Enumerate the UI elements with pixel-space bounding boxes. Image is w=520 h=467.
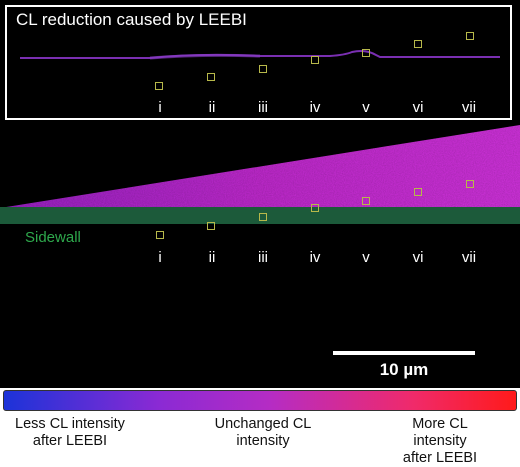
inset-label-i: i	[158, 99, 162, 116]
main-label-iii: iii	[258, 249, 268, 266]
intensity-colorbar	[3, 390, 517, 411]
main-label-iv: iv	[309, 249, 321, 266]
inset-marker-ii	[207, 73, 215, 81]
main-marker-iv	[311, 204, 319, 212]
inset-marker-i	[155, 82, 163, 90]
inset-label-iv: iv	[309, 99, 321, 116]
inset-frame: CL reduction caused by LEEBI	[5, 5, 512, 120]
micrograph-layers	[0, 50, 520, 224]
cl-wedge-texture	[0, 125, 520, 209]
inset-label-vii: vii	[461, 99, 477, 116]
main-label-vii: vii	[461, 249, 477, 266]
main-label-ii: ii	[208, 249, 216, 266]
inset-label-v: v	[362, 99, 370, 116]
inset-marker-v	[362, 49, 370, 57]
inset-marker-vi	[414, 40, 422, 48]
inset-label-iii: iii	[258, 99, 268, 116]
inset-marker-iv	[311, 56, 319, 64]
main-label-vi: vi	[412, 249, 424, 266]
main-marker-ii	[207, 222, 215, 230]
main-marker-vii	[466, 180, 474, 188]
sidewall-band	[0, 207, 520, 224]
inset-marker-vii	[466, 32, 474, 40]
main-marker-i	[156, 231, 164, 239]
main-label-v: v	[362, 249, 370, 266]
inset-title: CL reduction caused by LEEBI	[16, 10, 247, 29]
main-marker-iii	[259, 213, 267, 221]
cl-micrograph: CL reduction caused by LEEBI i ii iii iv…	[0, 0, 520, 388]
scale-bar-label: 10 µm	[379, 360, 429, 379]
colorbar-center-label: Unchanged CL intensity	[214, 416, 312, 449]
inset-label-ii: ii	[208, 99, 216, 116]
colorbar-left-label: Less CL intensity after LEEBI	[15, 416, 125, 449]
colorbar-right-label: More CL intensity after LEEBI	[402, 416, 478, 466]
main-marker-v	[362, 197, 370, 205]
main-label-i: i	[158, 249, 162, 266]
inset-signal-glow	[149, 53, 261, 60]
sidewall-label: Sidewall	[25, 229, 81, 246]
scale-bar	[333, 351, 475, 355]
main-marker-vi	[414, 188, 422, 196]
inset-label-vi: vi	[412, 99, 424, 116]
inset-marker-iii	[259, 65, 267, 73]
